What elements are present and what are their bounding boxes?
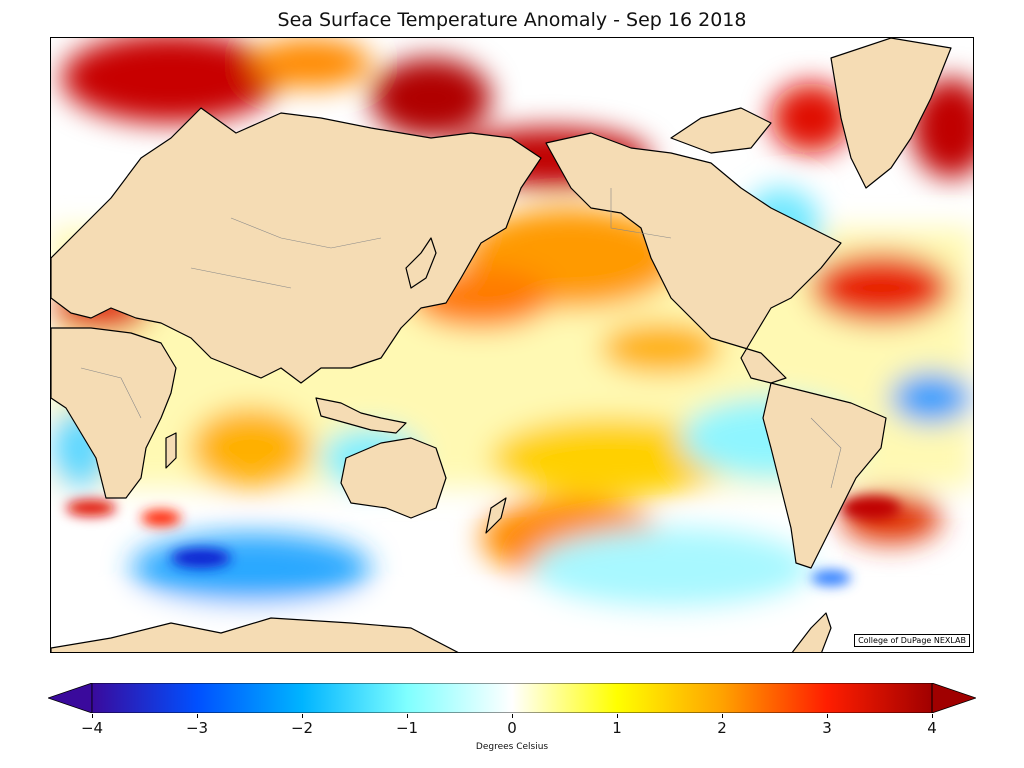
- land-north-america: [545, 132, 842, 384]
- land-japan: [405, 237, 437, 289]
- colorbar-tick-label: 4: [927, 719, 937, 737]
- colorbar-tick-mark: [512, 714, 513, 718]
- credit-label: College of DuPage NEXLAB: [854, 634, 970, 647]
- colorbar-extend-low: [46, 682, 93, 714]
- land-australia: [340, 437, 447, 519]
- colorbar-tick-label: −4: [80, 719, 104, 737]
- colorbar-tick-mark: [617, 714, 618, 718]
- anomaly-field: [51, 38, 973, 652]
- colorbar-tick-mark: [932, 714, 933, 718]
- colorbar-extend-high: [931, 682, 978, 714]
- colorbar-tick-label: 2: [717, 719, 727, 737]
- land-indonesia: [315, 397, 407, 434]
- sst-anomaly-map: College of DuPage NEXLAB: [50, 37, 974, 653]
- colorbar-tick-mark: [827, 714, 828, 718]
- colorbar-tick-mark: [407, 714, 408, 718]
- land-south-america: [762, 382, 887, 569]
- land-arctic-islands: [670, 107, 772, 154]
- colorbar-tick-label: 1: [612, 719, 622, 737]
- colorbar-tick-label: 0: [507, 719, 517, 737]
- colorbar-label: Degrees Celsius: [475, 742, 549, 752]
- colorbar-gradient: [92, 683, 932, 713]
- colorbar-tick-label: −1: [395, 719, 419, 737]
- land-madagascar: [165, 432, 177, 469]
- map-canvas: [51, 38, 973, 652]
- land-new-zealand: [485, 497, 507, 534]
- colorbar-tick-mark: [722, 714, 723, 718]
- map-title: Sea Surface Temperature Anomaly - Sep 16…: [277, 9, 747, 31]
- colorbar-tick-label: 3: [822, 719, 832, 737]
- colorbar-tick-mark: [302, 714, 303, 718]
- land-antarctica: [51, 617, 459, 652]
- colorbar-svg: [46, 682, 978, 714]
- colorbar-ticks: −4 −3 −2 −1 0 1 2 3 4: [0, 714, 1024, 738]
- land-antarctic-peninsula: [791, 612, 832, 652]
- land-africa: [51, 327, 177, 499]
- land: [51, 38, 952, 652]
- colorbar-tick-mark: [92, 714, 93, 718]
- country-borders: [80, 188, 842, 489]
- land-eurasia: [51, 107, 542, 384]
- colorbar: [46, 682, 978, 714]
- anomaly-detail: [66, 496, 901, 586]
- colorbar-tick-label: −2: [290, 719, 314, 737]
- colorbar-tick-mark: [197, 714, 198, 718]
- colorbar-tick-label: −3: [185, 719, 209, 737]
- land-greenland: [830, 38, 952, 189]
